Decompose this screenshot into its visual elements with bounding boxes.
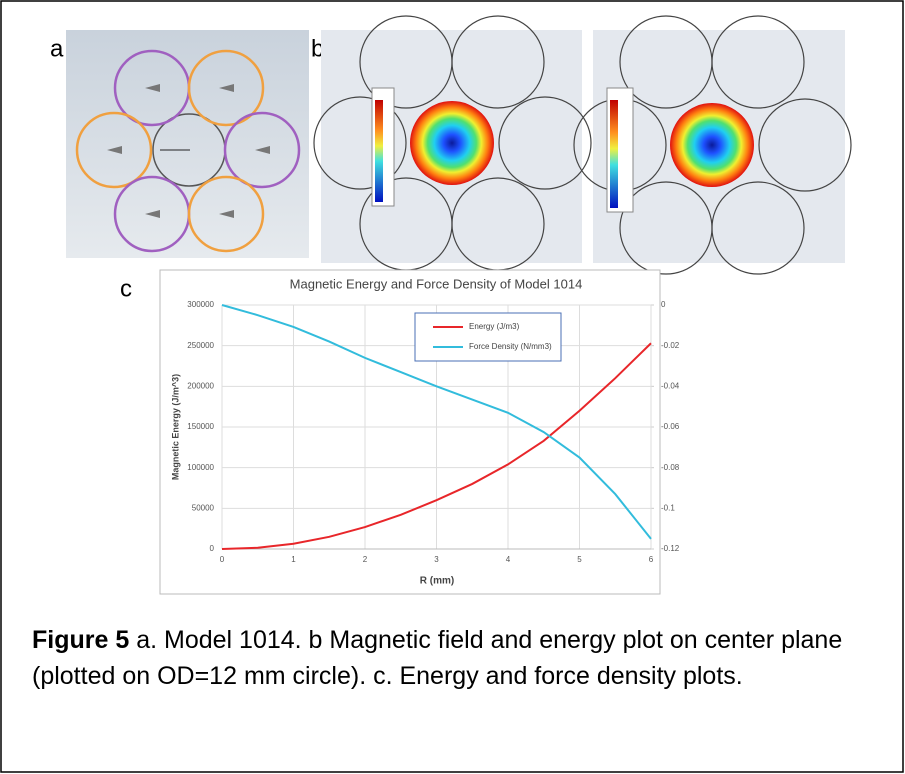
y2-tick-label: -0.08 — [661, 463, 680, 472]
caption-label: Figure 5 — [32, 626, 129, 654]
x-tick-label: 5 — [577, 555, 582, 564]
y-tick-label: 100000 — [187, 463, 214, 472]
caption-text: a. Model 1014. b Magnetic field and ener… — [32, 626, 842, 690]
y-tick-label: 200000 — [187, 381, 214, 390]
y2-tick-label: -0.06 — [661, 422, 680, 431]
y-tick-label: 300000 — [187, 300, 214, 309]
y-tick-label: 250000 — [187, 341, 214, 350]
x-tick-label: 4 — [506, 555, 511, 564]
y2-tick-label: -0.04 — [661, 381, 680, 390]
energy-render — [574, 16, 851, 274]
x-tick-label: 1 — [291, 555, 296, 564]
panel-label: c — [120, 275, 132, 302]
legend-label: Energy (J/m3) — [469, 322, 520, 331]
x-axis-label: R (mm) — [420, 576, 454, 587]
y2-tick-label: -0.02 — [661, 341, 680, 350]
y-axis-label: Magnetic Energy (J/m^3) — [170, 374, 180, 480]
y2-tick-label: -0.1 — [661, 503, 675, 512]
page: a b c Magnetic Energy and Force Density — [0, 0, 905, 774]
chart-frame — [160, 270, 660, 594]
x-tick-label: 0 — [220, 555, 225, 564]
x-tick-label: 2 — [363, 555, 368, 564]
x-tick-label: 6 — [649, 555, 654, 564]
caption: Figure 5 a. Model 1014. b Magnetic field… — [32, 622, 872, 694]
chart-title: Magnetic Energy and Force Density of Mod… — [290, 276, 583, 291]
field-render — [314, 16, 591, 270]
x-tick-label: 3 — [434, 555, 439, 564]
y2-tick-label: -0.12 — [661, 544, 680, 553]
y-tick-label: 0 — [210, 544, 215, 553]
y-tick-label: 150000 — [187, 422, 214, 431]
model-render — [66, 30, 309, 258]
y2-tick-label: 0 — [661, 300, 666, 309]
panel-label: a — [50, 35, 64, 62]
legend-box — [415, 313, 561, 361]
y-tick-label: 50000 — [192, 503, 215, 512]
legend-label: Force Density (N/mm3) — [469, 342, 552, 351]
